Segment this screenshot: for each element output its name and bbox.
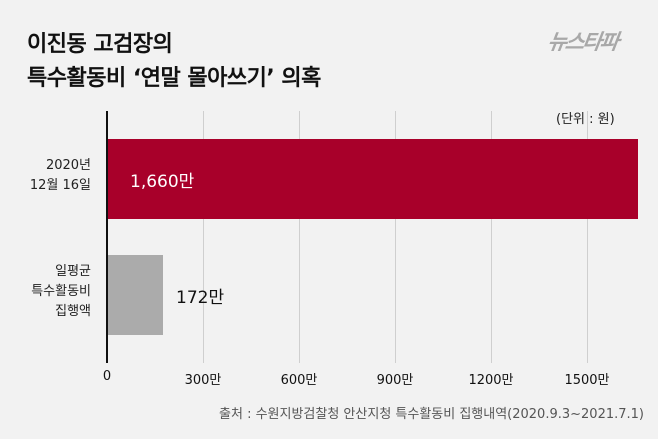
category-label: 일평균 특수활동비 집행액 <box>31 262 91 322</box>
grid-line <box>299 111 300 363</box>
grid-line <box>203 111 204 363</box>
x-tick-label: 900만 <box>376 373 414 388</box>
unit-label: (단위 : 원) <box>556 112 615 127</box>
source-note: 출처 : 수원지방검찰청 안산지청 특수활동비 집행내역(2020.9.3~20… <box>219 407 644 422</box>
x-tick-label: 300만 <box>184 373 222 388</box>
grid-line <box>395 111 396 363</box>
y-axis-line <box>106 111 108 363</box>
bar-baseline <box>108 255 163 335</box>
bar-value-label: 172만 <box>176 288 225 308</box>
x-tick-label: 600만 <box>280 373 318 388</box>
category-line: 집행액 <box>55 304 91 319</box>
bar-value-label: 1,660만 <box>130 172 195 192</box>
category-line: 특수활동비 <box>31 284 91 299</box>
x-tick-label: 1200만 <box>468 373 514 388</box>
grid-line <box>587 111 588 363</box>
x-tick-label: 0 <box>102 369 112 384</box>
bar-highlight <box>108 139 638 219</box>
category-line: 일평균 <box>55 264 91 279</box>
category-line: 2020년 <box>45 158 91 173</box>
chart-title-line1: 이진동 고검장의 <box>27 32 173 57</box>
grid-line <box>491 111 492 363</box>
category-line: 12월 16일 <box>29 178 91 193</box>
newstapa-logo: 뉴스타파 <box>546 30 619 54</box>
category-label: 2020년 12월 16일 <box>30 156 91 196</box>
chart-title-line2: 특수활동비 ‘연말 몰아쓰기’ 의혹 <box>27 66 321 91</box>
x-tick-label: 1500만 <box>564 373 610 388</box>
